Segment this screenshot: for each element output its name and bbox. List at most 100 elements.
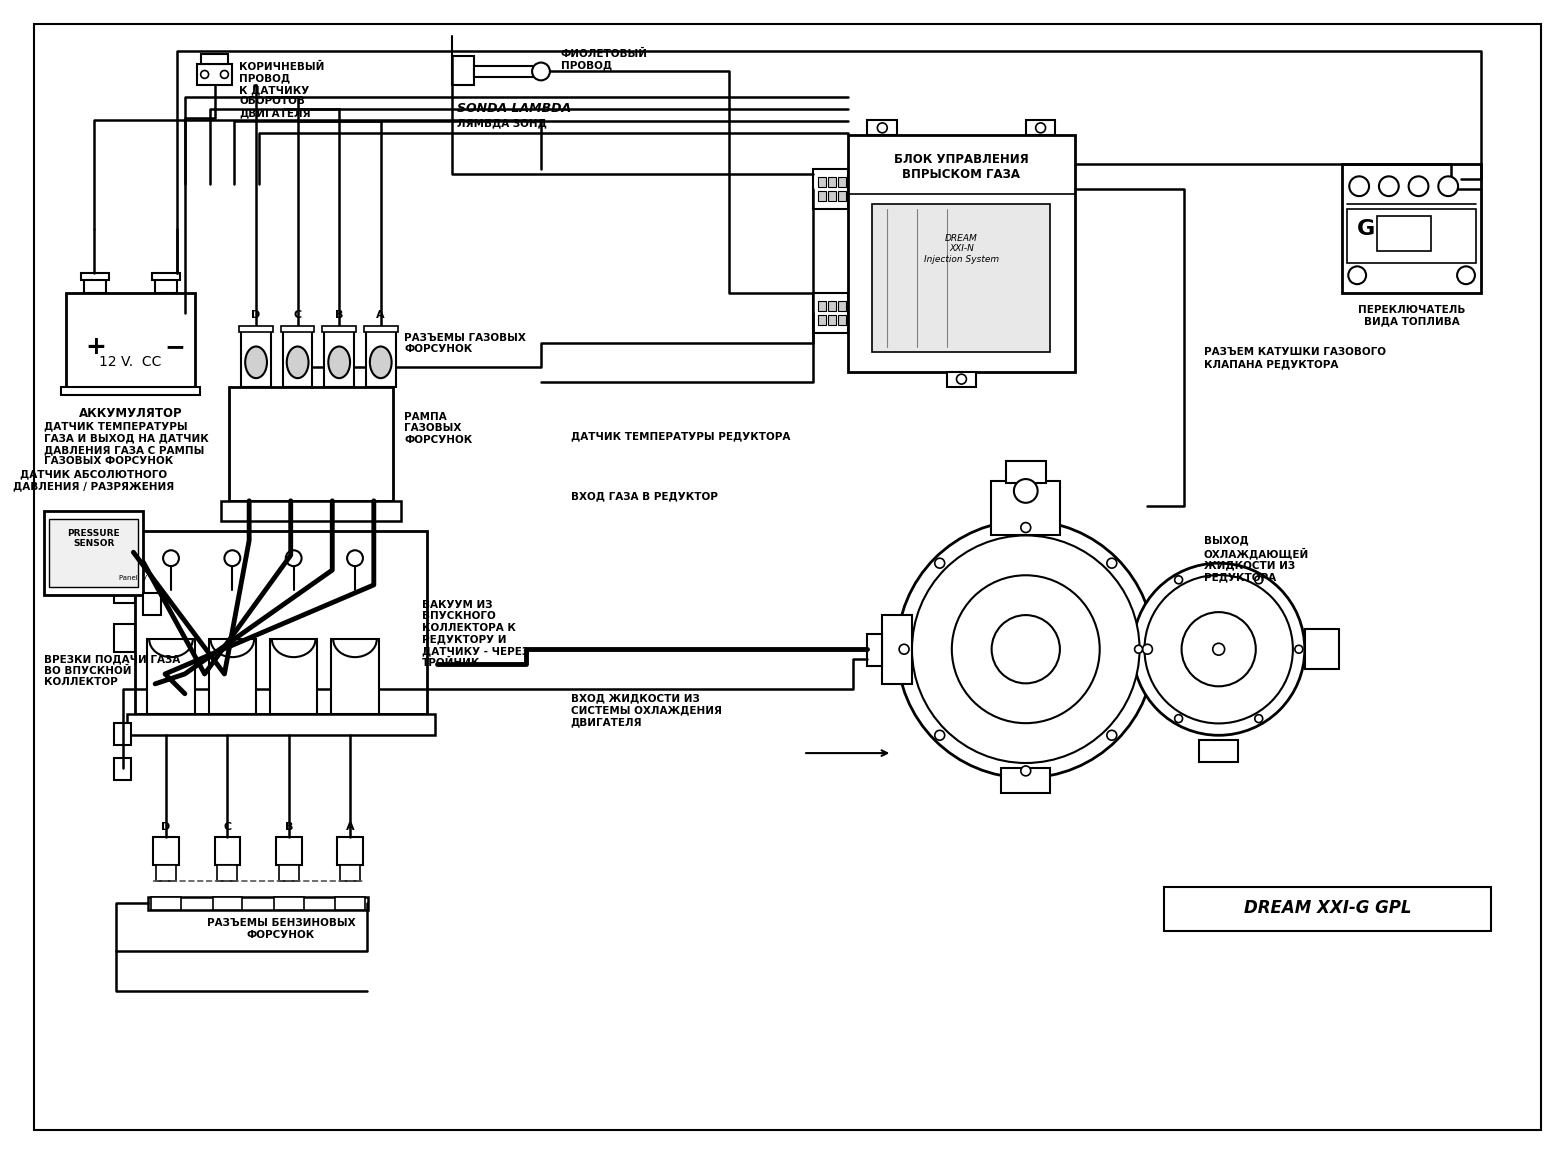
Bar bbox=[335, 897, 365, 911]
Circle shape bbox=[1107, 730, 1116, 740]
Bar bbox=[153, 273, 179, 280]
Circle shape bbox=[992, 615, 1060, 683]
Bar bbox=[837, 178, 845, 187]
Text: C: C bbox=[293, 309, 302, 320]
Bar bbox=[114, 758, 131, 780]
Bar bbox=[867, 635, 882, 666]
Text: ВАКУУМ ИЗ
ВПУСКНОГО
КОЛЛЕКТОРА К
РЕДУКТОРУ И
ДАТЧИКУ - ЧЕРЕЗ
ТРОЙНИК: ВАКУУМ ИЗ ВПУСКНОГО КОЛЛЕКТОРА К РЕДУКТО… bbox=[422, 600, 530, 668]
Text: B: B bbox=[285, 823, 293, 832]
Bar bbox=[229, 387, 393, 501]
Bar bbox=[1006, 462, 1046, 484]
Bar bbox=[281, 325, 315, 331]
Bar bbox=[1001, 767, 1051, 793]
Bar bbox=[274, 897, 304, 911]
Circle shape bbox=[164, 550, 179, 567]
Circle shape bbox=[1255, 714, 1263, 722]
Bar bbox=[837, 192, 845, 201]
Bar bbox=[143, 593, 161, 615]
Bar bbox=[818, 315, 826, 324]
Bar bbox=[818, 301, 826, 310]
Circle shape bbox=[1255, 576, 1263, 584]
Circle shape bbox=[201, 70, 209, 78]
Circle shape bbox=[957, 374, 967, 384]
Bar bbox=[828, 192, 836, 201]
Bar bbox=[114, 624, 136, 652]
Text: КОРИЧНЕВЫЙ
ПРОВОД
К ДАТЧИКУ
ОБОРОТОВ
ДВИГАТЕЛЯ: КОРИЧНЕВЫЙ ПРОВОД К ДАТЧИКУ ОБОРОТОВ ДВИ… bbox=[239, 61, 324, 118]
Text: D: D bbox=[162, 823, 170, 832]
Text: Panel  V: Panel V bbox=[118, 575, 147, 580]
Circle shape bbox=[1174, 714, 1183, 722]
Bar bbox=[136, 531, 427, 713]
Circle shape bbox=[532, 62, 550, 81]
Circle shape bbox=[1144, 575, 1292, 724]
Text: ВХОД ГАЗА В РЕДУКТОР: ВХОД ГАЗА В РЕДУКТОР bbox=[571, 490, 717, 501]
Bar bbox=[814, 170, 848, 209]
Circle shape bbox=[1143, 644, 1152, 654]
Text: БЛОК УПРАВЛЕНИЯ
ВПРЫСКОМ ГАЗА: БЛОК УПРАВЛЕНИЯ ВПРЫСКОМ ГАЗА bbox=[893, 152, 1029, 180]
Bar bbox=[848, 135, 1076, 373]
Bar bbox=[218, 864, 237, 881]
Circle shape bbox=[285, 550, 301, 567]
Ellipse shape bbox=[369, 346, 391, 379]
Bar bbox=[65, 293, 195, 387]
Text: SONDA LAMBDA: SONDA LAMBDA bbox=[457, 103, 571, 115]
Text: РАЗЪЕМЫ ГАЗОВЫХ
ФОРСУНОК: РАЗЪЕМЫ ГАЗОВЫХ ФОРСУНОК bbox=[404, 332, 527, 354]
Bar bbox=[1026, 120, 1055, 135]
Bar bbox=[1377, 216, 1431, 250]
Text: A: A bbox=[346, 823, 354, 832]
Bar bbox=[992, 481, 1060, 535]
Text: РАЗЪЕМЫ БЕНЗИНОВЫХ
ФОРСУНОК: РАЗЪЕМЫ БЕНЗИНОВЫХ ФОРСУНОК bbox=[206, 919, 355, 939]
Circle shape bbox=[900, 644, 909, 654]
Circle shape bbox=[1132, 563, 1305, 735]
Bar bbox=[324, 330, 354, 387]
Text: ФИОЛЕТОВЫЙ
ПРОВОД: ФИОЛЕТОВЫЙ ПРОВОД bbox=[561, 48, 649, 70]
Text: G: G bbox=[1358, 219, 1375, 239]
Text: 12 V.  CC: 12 V. CC bbox=[100, 355, 162, 369]
Text: ЛЯМБДА ЗОНД: ЛЯМБДА ЗОНД bbox=[457, 118, 547, 128]
Bar bbox=[239, 325, 273, 331]
Bar bbox=[151, 897, 181, 911]
Text: D: D bbox=[251, 309, 260, 320]
Circle shape bbox=[1013, 479, 1038, 503]
Circle shape bbox=[1107, 559, 1116, 568]
Bar bbox=[148, 897, 368, 911]
Circle shape bbox=[935, 559, 945, 568]
Bar bbox=[114, 724, 131, 745]
Text: ДАТЧИК ТЕМПЕРАТУРЫ РЕДУКТОРА: ДАТЧИК ТЕМПЕРАТУРЫ РЕДУКТОРА bbox=[571, 432, 790, 442]
Bar bbox=[873, 204, 1051, 352]
Bar bbox=[366, 330, 396, 387]
Bar bbox=[61, 387, 200, 395]
Text: B: B bbox=[335, 309, 343, 320]
Text: РАЗЪЕМ КАТУШКИ ГАЗОВОГО
КЛАПАНА РЕДУКТОРА: РАЗЪЕМ КАТУШКИ ГАЗОВОГО КЛАПАНА РЕДУКТОР… bbox=[1204, 347, 1386, 369]
Bar bbox=[337, 837, 363, 864]
Bar bbox=[837, 301, 845, 310]
Text: PRESSURE
SENSOR: PRESSURE SENSOR bbox=[67, 529, 120, 548]
Bar bbox=[1342, 165, 1481, 293]
Text: DREAM XXI-G GPL: DREAM XXI-G GPL bbox=[1244, 899, 1411, 917]
Ellipse shape bbox=[245, 346, 267, 379]
Bar bbox=[867, 120, 896, 135]
Text: ДАТЧИК АБСОЛЮТНОГО
ДАВЛЕНИЯ / РАЗРЯЖЕНИЯ: ДАТЧИК АБСОЛЮТНОГО ДАВЛЕНИЯ / РАЗРЯЖЕНИЯ bbox=[12, 470, 175, 490]
Bar bbox=[114, 575, 136, 602]
Bar bbox=[1165, 886, 1490, 931]
Bar bbox=[828, 178, 836, 187]
Bar bbox=[215, 837, 240, 864]
Bar bbox=[882, 615, 912, 684]
Bar bbox=[156, 864, 176, 881]
Bar bbox=[818, 192, 826, 201]
Bar bbox=[818, 178, 826, 187]
Bar bbox=[44, 511, 143, 594]
Bar bbox=[196, 63, 232, 85]
Bar bbox=[363, 325, 398, 331]
Text: A: A bbox=[376, 309, 385, 320]
Bar bbox=[156, 279, 176, 293]
Bar bbox=[153, 837, 179, 864]
Bar bbox=[474, 66, 533, 77]
Circle shape bbox=[1296, 645, 1303, 653]
Circle shape bbox=[1213, 643, 1225, 655]
Bar bbox=[128, 713, 435, 735]
Text: ДАТЧИК ТЕМПЕРАТУРЫ
ГАЗА И ВЫХОД НА ДАТЧИК
ДАВЛЕНИЯ ГАЗА С РАМПЫ
ГАЗОВЫХ ФОРСУНОК: ДАТЧИК ТЕМПЕРАТУРЫ ГАЗА И ВЫХОД НА ДАТЧИ… bbox=[44, 421, 209, 466]
Circle shape bbox=[220, 70, 228, 78]
Text: ВЫХОД
ОХЛАЖДАЮЩЕЙ
ЖИДКОСТИ ИЗ
РЕДУКТОРА: ВЫХОД ОХЛАЖДАЮЩЕЙ ЖИДКОСТИ ИЗ РЕДУКТОРА bbox=[1204, 535, 1310, 583]
Bar bbox=[212, 897, 242, 911]
